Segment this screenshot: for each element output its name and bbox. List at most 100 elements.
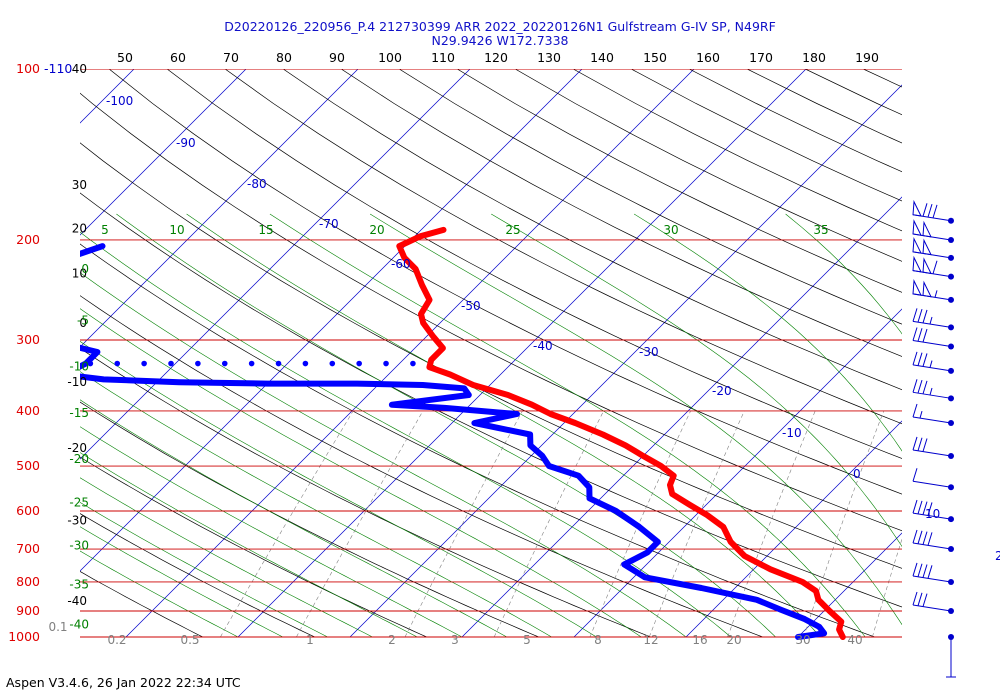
isotherm-tick-label: 0	[853, 467, 861, 481]
mixing-ratio-line	[648, 410, 745, 638]
dewpoint-point	[539, 453, 545, 459]
dewpoint-gap-dot	[114, 360, 121, 367]
top-axis-tick-label: 190	[855, 50, 879, 65]
wind-barb	[912, 436, 954, 459]
dewpoint-point	[466, 392, 472, 398]
isotherm-line	[461, 196, 902, 638]
dewpoint-gap-dot	[383, 360, 389, 367]
wind-barb	[912, 403, 954, 427]
dewpoint-point	[655, 539, 661, 545]
dewpoint-point	[802, 616, 808, 622]
wind-barb	[912, 255, 954, 280]
wind-barb-full	[922, 531, 928, 545]
moist-adiabat-line	[80, 526, 283, 638]
dewpoint-point	[471, 420, 477, 426]
wind-barb-full	[922, 328, 928, 343]
wind-barb-full	[912, 436, 918, 451]
isotherm-tick-label: 10	[925, 507, 940, 521]
sounding-profiles	[61, 226, 846, 640]
mixing-ratio-tick-label: 5	[523, 633, 531, 647]
pressure-tick-label: 900	[16, 603, 40, 618]
wind-barb	[912, 562, 954, 585]
dry-adiabat-line	[399, 69, 902, 325]
wind-barb	[912, 236, 954, 261]
mixing-ratio-tick-label: 12	[643, 633, 658, 647]
dewpoint-gap-dot	[329, 360, 336, 367]
wind-barb-full	[922, 564, 928, 578]
wind-barb	[912, 591, 954, 615]
pressure-tick-label: 1000	[8, 629, 40, 644]
dry-adiabat-line	[283, 69, 902, 391]
dry-adiabat-line	[80, 295, 763, 638]
wind-barb-full	[917, 379, 923, 394]
isotherm-line	[80, 69, 583, 572]
wind-barb	[912, 379, 954, 402]
wind-barb-half	[919, 410, 923, 419]
isotherm-tick-label: -70	[319, 217, 339, 231]
moist-adiabat-line	[116, 213, 776, 638]
isotherm-tick-label: 20	[995, 549, 1000, 563]
wind-barb-half	[929, 316, 933, 325]
dewpoint-point	[586, 495, 592, 501]
dewpoint-point	[442, 405, 448, 411]
wind-barb-pennant	[912, 199, 922, 217]
wind-barb	[912, 199, 954, 224]
isotherm-tick-label: -110	[44, 61, 72, 76]
wind-barb-staff	[912, 391, 952, 399]
top-axis-tick-label: 150	[643, 50, 667, 65]
dry-adiabat-tick-label: -40	[67, 594, 87, 608]
pressure-tick-label: 400	[16, 403, 40, 418]
dewpoint-point	[546, 463, 552, 469]
moist-adiabat-line	[369, 213, 902, 626]
mixing-ratio-line	[404, 410, 523, 638]
top-axis-tick-label: 90	[329, 50, 345, 65]
dewpoint-point	[821, 630, 827, 636]
mixing-ratio-tick-label: 0.2	[107, 633, 126, 647]
isotherm-line	[797, 532, 902, 638]
mixing-ratio-tick-label: 0.5	[180, 633, 199, 647]
isotherm-line	[685, 420, 902, 638]
wind-barb	[912, 219, 954, 243]
dry-adiabat-line	[515, 69, 902, 262]
dry-adiabat-line	[80, 142, 902, 569]
moist-adiabat-tick-label: -40	[69, 617, 89, 631]
dewpoint-gap-dot	[410, 360, 416, 367]
wind-barb-full	[917, 308, 923, 323]
moist-adiabat-line	[80, 340, 597, 638]
dewpoint-gap-dot	[168, 360, 174, 367]
moist-adiabat-top-label: 15	[258, 223, 273, 237]
dewpoint-point	[576, 473, 582, 479]
wind-barb-full	[912, 499, 918, 514]
mixing-ratio-tick-label: 3	[451, 633, 459, 647]
wind-barb	[912, 468, 954, 491]
isotherm-line	[910, 69, 1000, 637]
wind-barb-staff	[912, 480, 952, 488]
dewpoint-point	[754, 597, 760, 603]
wind-barb-pennant	[922, 220, 932, 238]
dewpoint-point	[613, 508, 619, 514]
dewpoint-point	[527, 431, 533, 437]
mixing-ratio-tick-label: 8	[594, 633, 602, 647]
wind-barb-pennant	[922, 238, 932, 256]
moist-adiabat-line	[491, 213, 902, 547]
wind-barb-pennant	[922, 257, 932, 275]
dewpoint-point	[61, 372, 66, 377]
dry-adiabat-line	[80, 513, 315, 638]
moist-adiabat-line	[269, 213, 866, 638]
mixing-ratio-line	[963, 411, 1000, 637]
wind-barb-full	[922, 309, 928, 324]
dry-adiabat-line	[747, 69, 902, 144]
wind-barb-full	[917, 530, 923, 544]
dry-adiabat-line	[80, 347, 651, 638]
moist-adiabat-line	[80, 452, 418, 638]
pressure-tick-label: 300	[16, 332, 40, 347]
wind-barb	[912, 308, 954, 331]
isotherm-tick-label: -80	[247, 177, 267, 191]
top-axis-tick-label: 120	[484, 50, 508, 65]
dewpoint-point	[389, 402, 395, 408]
dry-adiabat-line	[341, 69, 902, 357]
wind-barb-half	[934, 290, 938, 298]
top-axis-tick-label: 160	[696, 50, 720, 65]
dewpoint-gap-dot	[356, 360, 362, 367]
wind-barb-pennant	[922, 280, 932, 298]
